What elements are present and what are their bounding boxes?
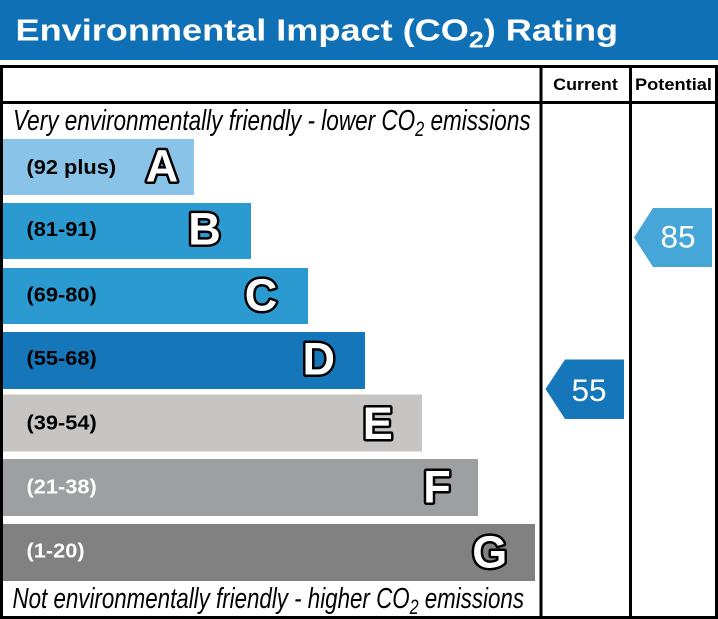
svg-text:(69-80): (69-80) — [27, 284, 97, 306]
svg-text:85: 85 — [660, 219, 695, 255]
svg-text:B: B — [188, 204, 221, 255]
svg-text:D: D — [302, 334, 335, 385]
svg-text:Very environmentally friendly: Very environmentally friendly - lower CO… — [13, 103, 531, 140]
svg-text:(81-91): (81-91) — [27, 219, 97, 241]
svg-text:Environmental Impact (CO2) Rat: Environmental Impact (CO2) Rating — [16, 14, 619, 53]
svg-text:(1-20): (1-20) — [27, 540, 85, 562]
svg-text:(92 plus): (92 plus) — [27, 157, 117, 179]
svg-text:F: F — [423, 462, 451, 513]
svg-text:(39-54): (39-54) — [27, 412, 97, 434]
svg-text:G: G — [472, 527, 507, 578]
svg-text:C: C — [245, 270, 278, 321]
svg-text:Current: Current — [553, 75, 618, 94]
svg-text:(55-68): (55-68) — [27, 348, 97, 370]
svg-text:E: E — [363, 398, 393, 449]
svg-text:55: 55 — [571, 372, 606, 408]
svg-text:Not environmentally friendly -: Not environmentally friendly - higher CO… — [13, 583, 525, 618]
svg-text:A: A — [146, 141, 179, 192]
svg-text:Potential: Potential — [635, 75, 712, 94]
svg-text:(21-38): (21-38) — [27, 476, 97, 498]
